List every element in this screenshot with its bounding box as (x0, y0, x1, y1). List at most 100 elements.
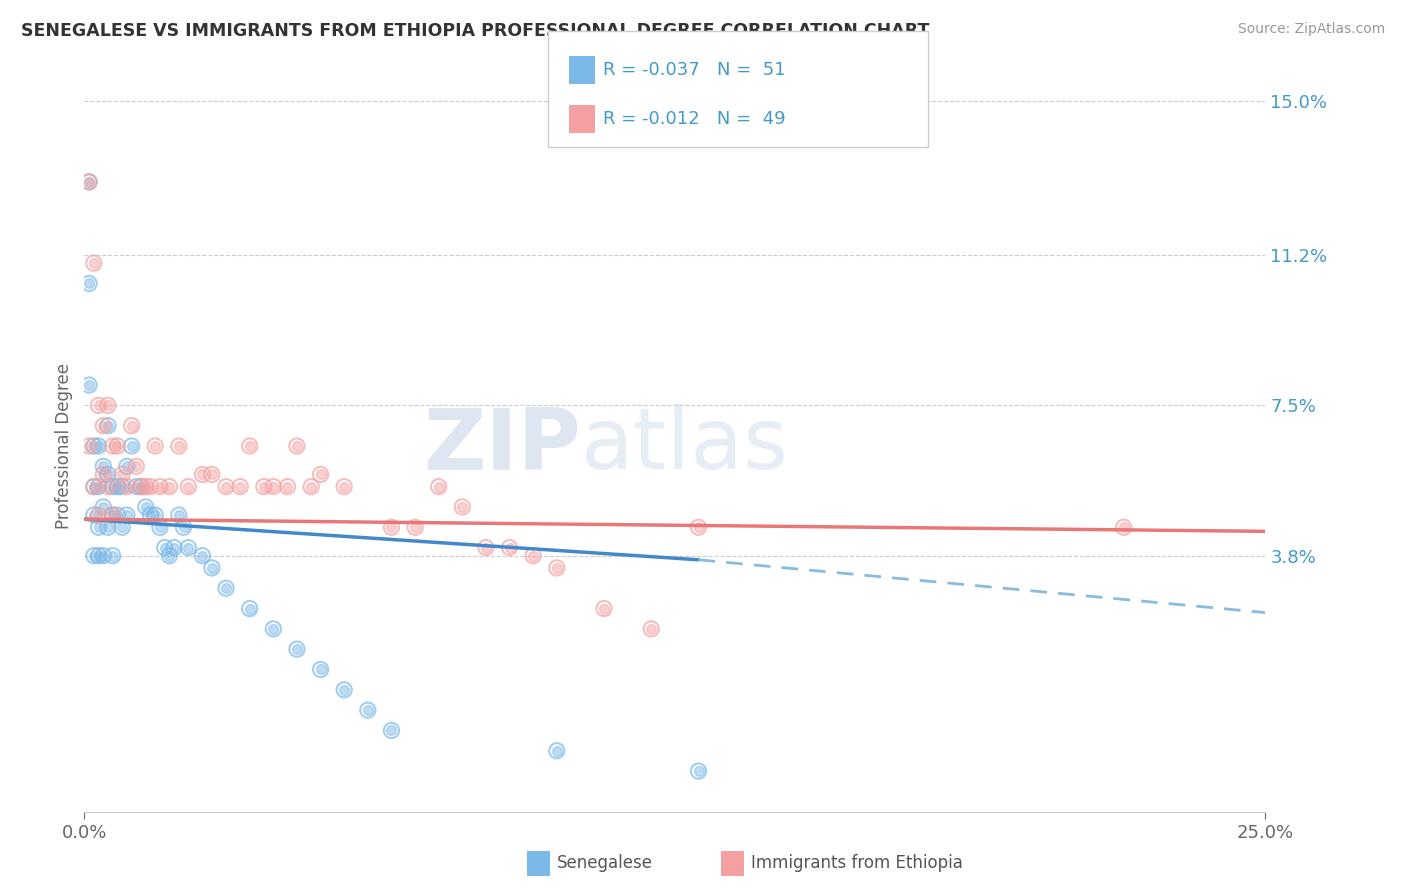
Point (101, 508, 124, 522)
Point (77, 175, 100, 189)
Point (107, 439, 129, 453)
Point (77, 378, 100, 392)
Point (1112, 520, 1135, 534)
Point (97, 418, 120, 433)
Point (83, 549, 105, 563)
Point (239, 601, 262, 615)
Point (121, 439, 143, 453)
Point (91, 500, 114, 514)
Point (129, 480, 152, 494)
Point (91, 549, 114, 563)
Point (101, 439, 124, 453)
Point (87, 480, 110, 494)
Point (83, 508, 105, 522)
Point (191, 467, 214, 482)
Point (101, 549, 124, 563)
Point (115, 508, 138, 522)
Point (688, 520, 710, 534)
Point (215, 480, 238, 494)
Point (87, 439, 110, 453)
Point (87, 549, 110, 563)
Point (149, 520, 172, 534)
Point (177, 480, 200, 494)
Point (87, 480, 110, 494)
Point (201, 467, 224, 482)
Point (115, 480, 138, 494)
Point (87, 520, 110, 534)
Point (83, 256, 105, 270)
Text: R = -0.012   N =  49: R = -0.012 N = 49 (603, 111, 786, 128)
Point (333, 682, 356, 697)
Point (357, 703, 380, 717)
Point (380, 723, 402, 738)
Point (167, 508, 190, 522)
Point (157, 480, 180, 494)
Point (285, 642, 308, 657)
Point (177, 541, 200, 555)
Point (129, 480, 152, 494)
Point (262, 480, 284, 494)
Point (239, 601, 262, 615)
Point (83, 480, 105, 494)
Point (83, 256, 105, 270)
Point (451, 500, 474, 514)
Point (215, 581, 238, 595)
Point (107, 508, 129, 522)
Point (115, 508, 138, 522)
Point (77, 277, 100, 291)
Point (101, 508, 124, 522)
Point (97, 480, 120, 494)
Point (498, 541, 520, 555)
Point (149, 480, 172, 494)
Point (135, 480, 157, 494)
Point (157, 549, 180, 563)
Point (201, 561, 224, 575)
Point (139, 508, 162, 522)
Point (177, 480, 200, 494)
Point (157, 480, 180, 494)
Point (97, 520, 120, 534)
Point (309, 467, 332, 482)
Point (77, 378, 100, 392)
Text: R = -0.037   N =  51: R = -0.037 N = 51 (603, 61, 786, 78)
Point (201, 561, 224, 575)
Point (299, 480, 322, 494)
Point (167, 508, 190, 522)
Point (111, 480, 134, 494)
Point (215, 480, 238, 494)
Point (107, 480, 129, 494)
Point (546, 561, 568, 575)
Point (83, 439, 105, 453)
Point (1112, 520, 1135, 534)
Point (97, 467, 120, 482)
Text: Senegalese: Senegalese (557, 855, 652, 872)
Point (87, 439, 110, 453)
Point (285, 642, 308, 657)
Point (111, 520, 134, 534)
Point (380, 723, 402, 738)
Point (115, 459, 138, 474)
Point (91, 467, 114, 482)
Point (153, 541, 176, 555)
Point (522, 549, 544, 563)
Point (309, 467, 332, 482)
Text: Immigrants from Ethiopia: Immigrants from Ethiopia (751, 855, 963, 872)
Point (157, 549, 180, 563)
Point (77, 175, 100, 189)
Point (262, 622, 284, 636)
Point (101, 480, 124, 494)
Point (309, 663, 332, 677)
Point (451, 500, 474, 514)
Point (83, 439, 105, 453)
Point (593, 601, 616, 615)
Point (135, 480, 157, 494)
Point (239, 439, 262, 453)
Point (143, 508, 166, 522)
Point (285, 439, 308, 453)
Point (262, 480, 284, 494)
Point (115, 480, 138, 494)
Point (87, 398, 110, 412)
Point (125, 459, 148, 474)
Point (97, 480, 120, 494)
Text: ZIP: ZIP (423, 404, 581, 488)
